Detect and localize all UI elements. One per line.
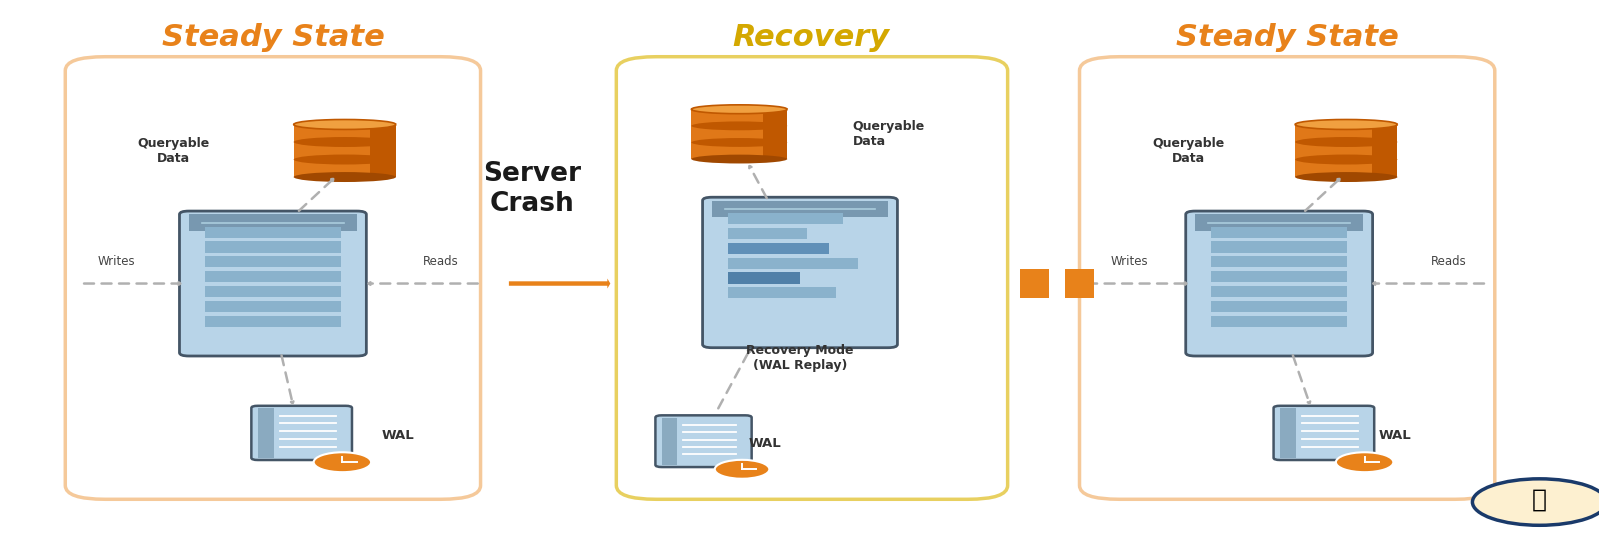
Text: Steady State: Steady State: [1176, 23, 1398, 52]
Circle shape: [715, 460, 770, 479]
FancyBboxPatch shape: [251, 406, 352, 460]
Bar: [258, 408, 274, 458]
Text: WAL: WAL: [749, 438, 782, 450]
Bar: [1211, 241, 1347, 252]
Bar: [205, 256, 341, 267]
Bar: [728, 257, 858, 269]
Ellipse shape: [294, 137, 395, 147]
Bar: [1066, 269, 1094, 298]
FancyBboxPatch shape: [1274, 406, 1374, 460]
Bar: [1211, 301, 1347, 312]
Text: Queryable
Data: Queryable Data: [138, 137, 210, 165]
FancyBboxPatch shape: [179, 211, 366, 356]
Bar: [205, 241, 341, 252]
Bar: [205, 316, 341, 327]
Text: WAL: WAL: [381, 429, 414, 442]
Ellipse shape: [294, 172, 395, 182]
Ellipse shape: [691, 105, 787, 113]
Text: Queryable
Data: Queryable Data: [1152, 137, 1224, 165]
Bar: [728, 227, 806, 239]
Bar: [1371, 125, 1397, 177]
Text: Queryable
Data: Queryable Data: [853, 120, 925, 148]
Text: Server
Crash: Server Crash: [483, 161, 581, 217]
FancyBboxPatch shape: [616, 57, 1008, 499]
Text: 🐯: 🐯: [1533, 488, 1547, 512]
Ellipse shape: [691, 155, 787, 163]
Bar: [712, 201, 888, 217]
Bar: [1195, 215, 1363, 231]
FancyBboxPatch shape: [66, 57, 480, 499]
Bar: [728, 287, 835, 299]
Text: Steady State: Steady State: [162, 23, 384, 52]
Bar: [205, 226, 341, 237]
Bar: [1280, 408, 1296, 458]
Text: Recovery Mode
(WAL Replay): Recovery Mode (WAL Replay): [746, 344, 854, 372]
Bar: [728, 213, 843, 224]
FancyBboxPatch shape: [1186, 211, 1373, 356]
Ellipse shape: [294, 155, 395, 165]
Circle shape: [1472, 479, 1600, 525]
Bar: [728, 272, 800, 284]
Bar: [1021, 269, 1050, 298]
Bar: [1294, 125, 1397, 177]
Ellipse shape: [294, 120, 395, 130]
FancyBboxPatch shape: [656, 415, 752, 467]
Ellipse shape: [1294, 120, 1397, 130]
Bar: [1211, 316, 1347, 327]
Text: WAL: WAL: [1378, 429, 1411, 442]
Bar: [205, 271, 341, 282]
Bar: [691, 110, 787, 159]
Bar: [189, 215, 357, 231]
Bar: [294, 125, 395, 177]
Ellipse shape: [691, 121, 787, 130]
Bar: [1211, 271, 1347, 282]
Circle shape: [314, 452, 371, 472]
Circle shape: [1336, 452, 1394, 472]
Ellipse shape: [1294, 172, 1397, 182]
Text: Reads: Reads: [1430, 255, 1466, 268]
Bar: [763, 110, 787, 159]
Text: Recovery: Recovery: [733, 23, 890, 52]
Bar: [728, 242, 829, 254]
FancyBboxPatch shape: [702, 197, 898, 348]
Bar: [205, 286, 341, 297]
Ellipse shape: [1294, 155, 1397, 165]
Bar: [1211, 256, 1347, 267]
Ellipse shape: [691, 138, 787, 147]
Text: Reads: Reads: [422, 255, 459, 268]
Bar: [662, 418, 677, 465]
Text: Writes: Writes: [1110, 255, 1147, 268]
FancyBboxPatch shape: [1080, 57, 1494, 499]
Bar: [1211, 286, 1347, 297]
Bar: [1211, 226, 1347, 237]
Ellipse shape: [1294, 137, 1397, 147]
Text: Writes: Writes: [98, 255, 136, 268]
Bar: [205, 301, 341, 312]
Bar: [370, 125, 395, 177]
